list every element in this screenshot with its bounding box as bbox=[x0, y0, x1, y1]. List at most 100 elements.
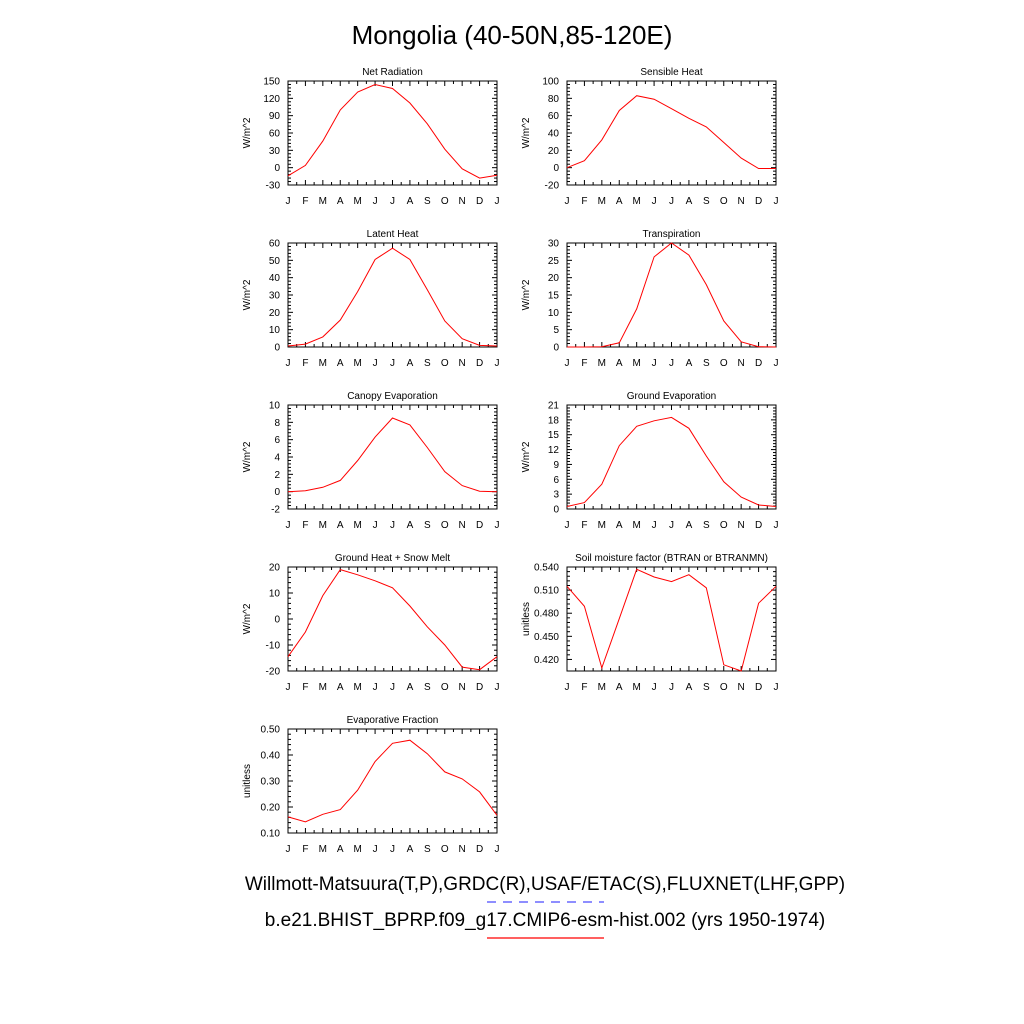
chart-title: Latent Heat bbox=[367, 229, 419, 240]
chart-panel: Soil moisture factor (BTRAN or BTRANMN) u… bbox=[521, 553, 779, 693]
x-tick-label: J bbox=[495, 520, 500, 531]
chart-panel: Evaporative Fraction unitless 0.10 0.20 0.30… bbox=[242, 715, 500, 855]
x-tick-label: O bbox=[441, 358, 449, 369]
x-tick-label: O bbox=[720, 682, 728, 693]
x-tick-label: O bbox=[441, 520, 449, 531]
x-tick-label: M bbox=[632, 520, 640, 531]
x-tick-label: A bbox=[337, 196, 344, 207]
y-tick-label: 4 bbox=[274, 453, 280, 464]
x-tick-label: J bbox=[565, 520, 570, 531]
x-tick-label: S bbox=[424, 520, 431, 531]
series-line-model bbox=[287, 569, 498, 671]
x-tick-label: D bbox=[755, 520, 762, 531]
series-line-model bbox=[566, 416, 777, 507]
y-tick-label: -30 bbox=[266, 181, 281, 192]
x-tick-label: O bbox=[441, 682, 449, 693]
y-tick-label: 18 bbox=[548, 415, 560, 426]
plot-frame bbox=[566, 242, 777, 348]
x-tick-label: A bbox=[686, 520, 693, 531]
y-tick-label: 150 bbox=[263, 77, 280, 88]
x-tick-label: J bbox=[774, 196, 779, 207]
x-tick-label: J bbox=[286, 844, 291, 855]
x-tick-label: D bbox=[476, 196, 483, 207]
x-tick-label: A bbox=[616, 682, 623, 693]
x-tick-label: J bbox=[495, 682, 500, 693]
x-tick-label: J bbox=[286, 358, 291, 369]
x-tick-label: J bbox=[669, 682, 674, 693]
x-tick-label: A bbox=[337, 358, 344, 369]
y-tick-label: 80 bbox=[548, 94, 560, 105]
x-tick-label: J bbox=[669, 520, 674, 531]
x-tick-label: M bbox=[353, 196, 361, 207]
y-axis-label: W/m^2 bbox=[521, 117, 532, 148]
chart-panel: Ground Heat + Snow Melt W/m^2 -20 -10 0 10 20 J… bbox=[242, 553, 500, 693]
x-tick-label: J bbox=[390, 844, 395, 855]
chart-title: Evaporative Fraction bbox=[347, 715, 439, 726]
y-tick-label: 10 bbox=[548, 308, 560, 319]
y-tick-label: 0 bbox=[274, 163, 280, 174]
x-tick-label: D bbox=[476, 844, 483, 855]
plot-frame bbox=[287, 242, 498, 348]
x-tick-label: A bbox=[407, 196, 414, 207]
x-tick-label: M bbox=[632, 196, 640, 207]
x-tick-label: D bbox=[755, 682, 762, 693]
x-tick-label: A bbox=[686, 196, 693, 207]
y-tick-label: 25 bbox=[548, 256, 560, 267]
x-tick-label: O bbox=[441, 844, 449, 855]
x-tick-label: M bbox=[319, 520, 327, 531]
y-tick-label: 0 bbox=[274, 343, 280, 354]
plot-frame bbox=[566, 404, 777, 510]
x-tick-label: A bbox=[616, 358, 623, 369]
y-tick-label: 0.50 bbox=[261, 725, 281, 736]
x-tick-label: J bbox=[286, 196, 291, 207]
x-tick-label: A bbox=[616, 196, 623, 207]
x-tick-label: M bbox=[632, 682, 640, 693]
x-tick-label: O bbox=[441, 196, 449, 207]
x-tick-label: F bbox=[581, 196, 587, 207]
y-tick-label: 60 bbox=[269, 129, 281, 140]
y-tick-label: 0.450 bbox=[534, 632, 559, 643]
y-tick-label: 10 bbox=[269, 325, 281, 336]
y-tick-label: 12 bbox=[548, 445, 560, 456]
x-tick-label: O bbox=[720, 196, 728, 207]
legend-model-label: b.e21.BHIST_BPRP.f09_g17.CMIP6-esm-hist.… bbox=[265, 910, 825, 931]
x-tick-label: N bbox=[459, 520, 466, 531]
x-tick-label: A bbox=[407, 358, 414, 369]
x-tick-label: J bbox=[652, 196, 657, 207]
x-tick-label: J bbox=[565, 358, 570, 369]
y-tick-label: 0 bbox=[553, 163, 559, 174]
x-tick-label: D bbox=[476, 358, 483, 369]
y-tick-label: 8 bbox=[274, 418, 280, 429]
x-tick-label: J bbox=[390, 682, 395, 693]
y-tick-label: 5 bbox=[553, 325, 559, 336]
x-tick-label: A bbox=[616, 520, 623, 531]
y-tick-label: 40 bbox=[269, 273, 281, 284]
series-line-model bbox=[287, 83, 498, 179]
x-tick-label: F bbox=[581, 682, 587, 693]
plot-frame bbox=[287, 404, 498, 510]
y-tick-label: 60 bbox=[269, 239, 281, 250]
legend-obs-label: Willmott-Matsuura(T,P),GRDC(R),USAF/ETAC… bbox=[245, 874, 845, 895]
y-axis-label: W/m^2 bbox=[242, 117, 253, 148]
x-tick-label: S bbox=[703, 196, 710, 207]
x-tick-label: F bbox=[581, 520, 587, 531]
chart-title: Ground Evaporation bbox=[627, 391, 717, 402]
y-tick-label: 0.540 bbox=[534, 563, 559, 574]
x-tick-label: A bbox=[686, 358, 693, 369]
x-tick-label: M bbox=[353, 358, 361, 369]
y-tick-label: 20 bbox=[548, 273, 560, 284]
x-tick-label: A bbox=[407, 844, 414, 855]
y-axis-label: W/m^2 bbox=[242, 279, 253, 310]
x-tick-label: F bbox=[302, 682, 308, 693]
series-line-model bbox=[566, 568, 777, 672]
y-axis-label: W/m^2 bbox=[242, 441, 253, 472]
x-tick-label: S bbox=[703, 358, 710, 369]
y-tick-label: 30 bbox=[548, 239, 560, 250]
x-tick-label: M bbox=[319, 196, 327, 207]
y-tick-label: 0 bbox=[553, 505, 559, 516]
x-tick-label: N bbox=[738, 520, 745, 531]
y-tick-label: 60 bbox=[548, 111, 560, 122]
